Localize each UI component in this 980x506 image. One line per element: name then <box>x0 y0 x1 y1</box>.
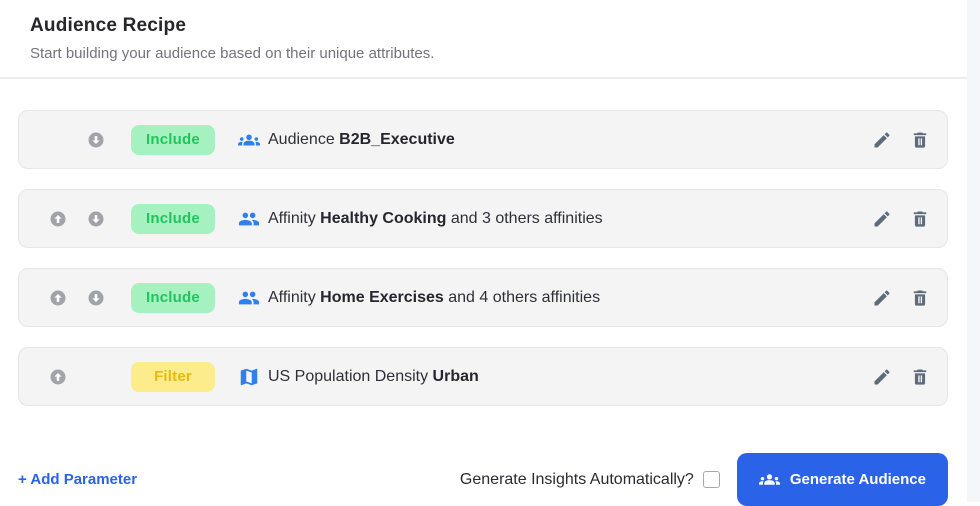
arrow-down-circle-icon <box>88 290 104 305</box>
insights-toggle-group: Generate Insights Automatically? <box>460 471 720 489</box>
affinity-people-icon <box>238 208 260 230</box>
generate-audience-label: Generate Audience <box>789 471 926 488</box>
page-subtitle: Start building your audience based on th… <box>30 45 435 62</box>
operator-badge: Filter <box>131 361 215 392</box>
reorder-controls <box>49 289 105 307</box>
operator-badge: Include <box>131 203 215 234</box>
edit-icon[interactable] <box>872 209 892 229</box>
move-up-button[interactable] <box>49 210 67 228</box>
arrow-up-circle-icon <box>50 211 66 226</box>
arrow-down-circle-icon <box>88 132 104 147</box>
page-background-strip <box>967 0 980 502</box>
footer-bar: + Add Parameter Generate Insights Automa… <box>0 426 967 506</box>
edit-icon[interactable] <box>872 130 892 150</box>
parameter-row: Filter US Population Density Urban <box>18 347 948 406</box>
page-title: Audience Recipe <box>30 15 187 36</box>
generate-audience-button[interactable]: Generate Audience <box>736 453 948 506</box>
move-down-button[interactable] <box>87 289 105 307</box>
arrow-up-circle-icon <box>50 290 66 305</box>
move-up-button[interactable] <box>49 368 67 386</box>
delete-icon[interactable] <box>910 288 930 308</box>
insights-checkbox[interactable] <box>702 471 720 488</box>
affinity-people-icon <box>238 287 260 309</box>
add-parameter-button[interactable]: + Add Parameter <box>18 471 138 488</box>
parameter-row: Include Affinity Healthy Cooking and 3 o… <box>18 189 948 248</box>
delete-icon[interactable] <box>910 209 930 229</box>
row-label: Affinity Healthy Cooking and 3 others af… <box>268 209 603 227</box>
edit-icon[interactable] <box>872 367 892 387</box>
move-down-button[interactable] <box>87 131 105 149</box>
parameter-row: Include Affinity Home Exercises and 4 ot… <box>18 268 948 327</box>
arrow-down-circle-icon <box>88 211 104 226</box>
row-actions <box>872 130 930 150</box>
operator-badge: Include <box>131 282 215 313</box>
row-label: Audience B2B_Executive <box>268 130 455 148</box>
move-up-button[interactable] <box>49 289 67 307</box>
reorder-controls <box>49 210 105 228</box>
row-actions <box>872 209 930 229</box>
parameter-row: Include Audience B2B_Executive <box>18 110 948 169</box>
operator-badge: Include <box>131 124 215 155</box>
recipe-rows: Include Audience B2B_Executive <box>0 79 948 406</box>
map-icon <box>238 366 260 388</box>
move-down-button[interactable] <box>87 210 105 228</box>
arrow-up-circle-icon <box>50 369 66 384</box>
groups-icon <box>758 474 780 485</box>
reorder-controls <box>49 131 105 149</box>
edit-icon[interactable] <box>872 288 892 308</box>
row-label: US Population Density Urban <box>268 367 479 385</box>
row-actions <box>872 367 930 387</box>
delete-icon[interactable] <box>910 130 930 150</box>
row-actions <box>872 288 930 308</box>
header-divider <box>0 77 967 79</box>
delete-icon[interactable] <box>910 367 930 387</box>
audience-groups-icon <box>238 129 260 151</box>
page-header: Audience Recipe Start building your audi… <box>0 0 980 62</box>
row-label: Affinity Home Exercises and 4 others aff… <box>268 288 601 306</box>
insights-question-label: Generate Insights Automatically? <box>459 470 694 488</box>
reorder-controls <box>49 368 105 386</box>
